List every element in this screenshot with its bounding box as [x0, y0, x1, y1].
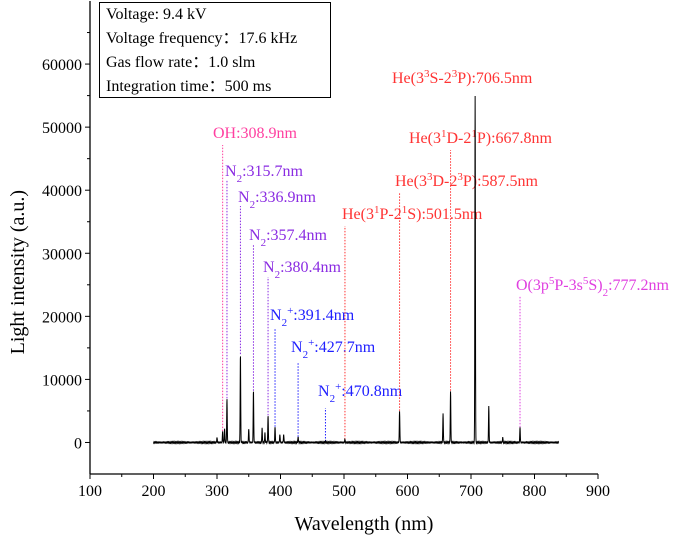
x-axis-title: Wavelength (nm): [295, 513, 434, 535]
spectrum-line: [153, 96, 560, 446]
x-tick-label: 700: [459, 483, 483, 500]
y-tick-label: 10000: [42, 372, 82, 389]
x-tick-label: 200: [142, 483, 166, 500]
peak-label: N2+:391.4nm: [270, 305, 355, 329]
conditions-legend: Voltage: 9.4 kV Voltage frequency：17.6 k…: [99, 2, 331, 98]
y-tick-label: 50000: [42, 120, 82, 137]
x-tick-label: 400: [269, 483, 293, 500]
x-tick-label: 600: [396, 483, 420, 500]
y-tick-label: 40000: [42, 183, 82, 200]
legend-gas-flow: Gas flow rate：1.0 slm: [106, 54, 256, 71]
peak-label: He(31P-21S):501.5nm: [342, 204, 483, 223]
y-tick-label: 20000: [42, 309, 82, 326]
peak-label: O(3p5P-3s5S)2:777.2nm: [516, 275, 670, 299]
legend-frequency: Voltage frequency：17.6 kHz: [106, 30, 298, 47]
legend-voltage: Voltage: 9.4 kV: [106, 6, 207, 23]
peak-label: N2:357.4nm: [249, 227, 328, 249]
peak-label: N2:315.7nm: [225, 163, 304, 185]
x-tick-label: 800: [523, 483, 547, 500]
x-tick-label: 500: [332, 483, 356, 500]
y-tick-label: 60000: [42, 57, 82, 74]
x-tick-label: 300: [205, 483, 229, 500]
y-tick-label: 0: [74, 435, 82, 452]
x-tick-label: 900: [586, 483, 610, 500]
peak-label: N2+:470.8nm: [318, 381, 403, 405]
peak-label: N2:380.4nm: [263, 259, 342, 281]
peak-label: He(33D-23P):587.5nm: [395, 171, 539, 190]
peak-label: N2:336.9nm: [238, 189, 317, 211]
y-axis-title: Light intensity (a.u.): [7, 190, 29, 354]
peak-label: He(33S-23P):706.5nm: [392, 68, 533, 87]
legend-integration-time: Integration time：500 ms: [106, 78, 272, 95]
x-tick-label: 100: [78, 483, 102, 500]
y-tick-label: 30000: [42, 246, 82, 263]
peak-label: He(31D-21P):667.8nm: [409, 128, 553, 147]
peak-label: OH:308.9nm: [213, 125, 298, 142]
peak-label: N2+:427.7nm: [291, 337, 376, 361]
